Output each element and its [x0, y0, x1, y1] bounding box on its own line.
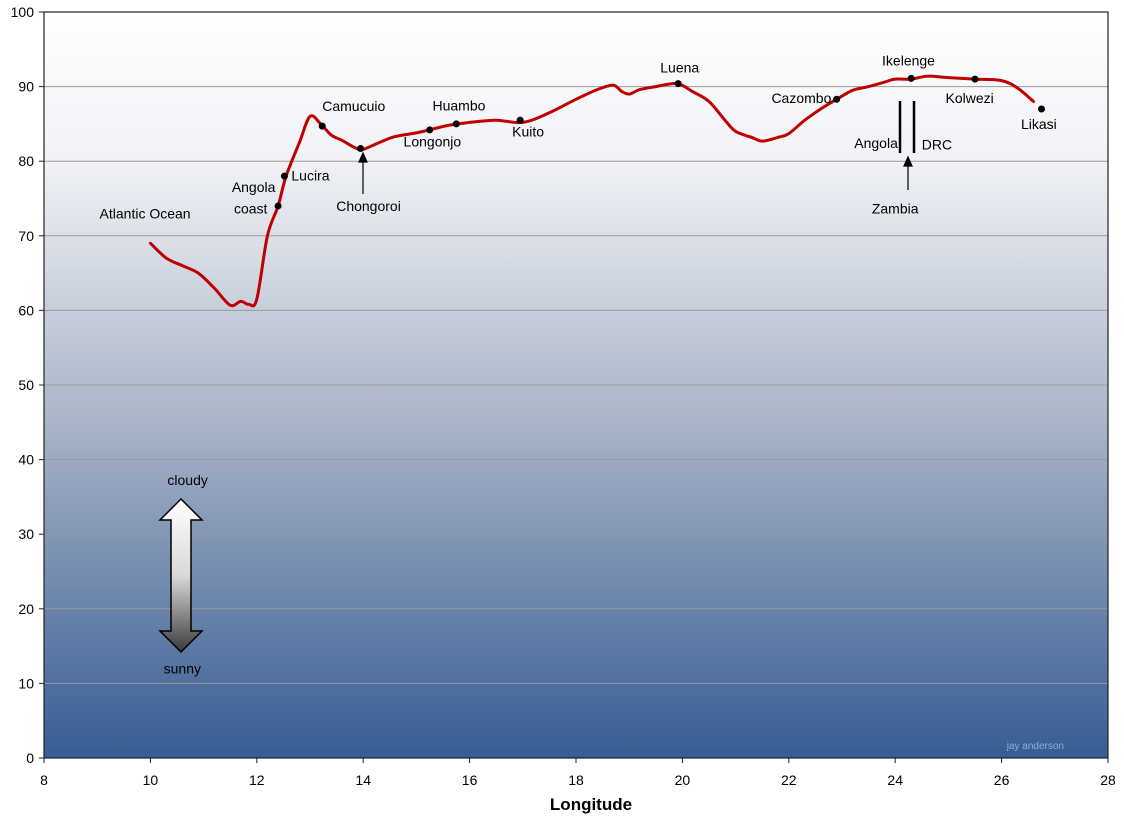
x-tick-label: 18	[568, 772, 584, 788]
station-markers	[274, 74, 1045, 210]
y-axis: 0 10 20 30 40 50 60 70 80 90 100	[11, 4, 44, 766]
chongoroi-arrow-head	[358, 151, 368, 163]
station-marker	[280, 172, 288, 180]
x-axis: 8 10 12 14 16 18 20 22 24 26 28	[40, 758, 1116, 788]
station-marker	[357, 145, 365, 153]
y-tick-label: 70	[18, 228, 34, 244]
station-marker	[907, 74, 915, 82]
y-tick-label: 20	[18, 601, 34, 617]
y-tick-label: 80	[18, 153, 34, 169]
x-tick-label: 8	[40, 772, 48, 788]
annotation-label: Huambo	[432, 97, 485, 113]
annotation-label: Ikelenge	[882, 53, 935, 69]
annotation-label: coast	[234, 200, 268, 216]
x-tick-label: 14	[355, 772, 371, 788]
y-tick-label: 90	[18, 79, 34, 95]
x-tick-label: 24	[887, 772, 903, 788]
station-marker	[833, 95, 841, 103]
pointer-arrows	[358, 151, 913, 194]
x-tick-label: 20	[675, 772, 691, 788]
annotations: Atlantic Ocean Angola coast Lucira Camucuio C…	[100, 53, 1057, 677]
annotation-label: Likasi	[1021, 116, 1057, 132]
station-marker	[516, 116, 524, 124]
border-lines	[898, 101, 916, 153]
zambia-arrow-head	[903, 155, 913, 167]
y-tick-label: 60	[18, 302, 34, 318]
y-tick-label: 50	[18, 377, 34, 393]
x-tick-label: 16	[462, 772, 478, 788]
station-marker	[452, 120, 460, 128]
station-marker	[971, 75, 979, 83]
annotation-label: Kolwezi	[946, 90, 994, 106]
annotation-label: cloudy	[167, 472, 207, 488]
annotation-label: Luena	[660, 59, 699, 75]
station-marker	[426, 126, 434, 134]
annotation-label: Lucira	[291, 168, 329, 184]
cloudy-sunny-arrow	[158, 497, 204, 654]
annotation-label: Zambia	[872, 200, 919, 216]
y-tick-label: 100	[11, 4, 35, 20]
x-tick-label: 10	[143, 772, 159, 788]
station-marker	[674, 80, 682, 88]
annotation-label: Kuito	[512, 124, 544, 140]
annotation-label: Angola	[232, 179, 276, 195]
annotation-label: Camucuio	[322, 98, 385, 114]
station-marker	[1038, 105, 1045, 113]
annotation-label: Longonjo	[404, 133, 462, 149]
y-tick-label: 10	[18, 675, 34, 691]
y-tick-label: 40	[18, 452, 34, 468]
annotation-label: Chongoroi	[336, 198, 401, 214]
x-tick-label: 26	[994, 772, 1010, 788]
cloud-series-line	[148, 74, 1035, 308]
credit-text: jay anderson	[1006, 741, 1064, 752]
x-tick-label: 12	[249, 772, 265, 788]
x-axis-label: Longitude	[550, 795, 632, 814]
x-tick-label: 22	[781, 772, 797, 788]
y-tick-label: 0	[26, 750, 34, 766]
x-tick-label: 28	[1100, 772, 1116, 788]
annotation-label: Angola	[854, 135, 898, 151]
annotation-label: Atlantic Ocean	[100, 206, 191, 222]
annotation-label: Cazombo	[771, 90, 831, 106]
grid-lines	[44, 86, 1108, 684]
annotation-label: sunny	[164, 661, 201, 677]
station-marker	[274, 202, 282, 210]
annotation-label: DRC	[922, 136, 952, 152]
station-marker	[318, 122, 326, 130]
y-tick-label: 30	[18, 526, 34, 542]
